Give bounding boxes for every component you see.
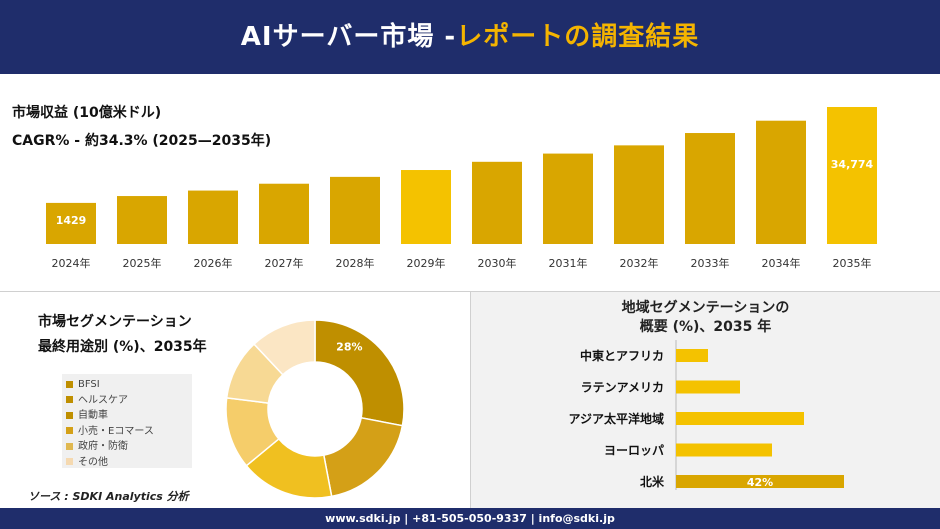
- donut-slice-label-0: 28%: [336, 340, 362, 353]
- legend-swatch: [66, 380, 73, 388]
- cagr-label: CAGR% - 約34.3% (2025—2035年): [12, 133, 272, 149]
- segmentation-subtitle: 最終用途別 (%)、2035年: [38, 339, 207, 355]
- region-tick-label-3: ヨーロッパ: [604, 444, 664, 458]
- donut-legend: BFSI ヘルスケア自動車小売・Eコマース 政府・防衛その他: [62, 374, 192, 468]
- legend-label: BFSI: [78, 379, 100, 390]
- region-subtitle: 概要 (%)、2035 年: [639, 319, 772, 335]
- legend-label: ヘルスケア: [78, 394, 128, 406]
- revenue-bar-1: [117, 196, 167, 244]
- donut-slice-1: [322, 416, 404, 498]
- revenue-tick-label-8: 2032年: [620, 256, 659, 270]
- footer-bar: www.sdki.jp | +81-505-050-9337 | info@sd…: [0, 508, 940, 529]
- legend-item-5: その他: [66, 456, 108, 470]
- region-tick-label-4: 北米: [640, 474, 665, 489]
- legend-label: 政府・防衛: [78, 441, 128, 452]
- legend-swatch: [66, 396, 73, 403]
- revenue-tick-label-6: 2030年: [478, 256, 517, 270]
- revenue-bar-0: [46, 202, 96, 244]
- footer-contact: www.sdki.jp | +81-505-050-9337 | info@sd…: [325, 512, 615, 525]
- panel-divider: [470, 292, 471, 508]
- revenue-bar-6: [472, 161, 522, 244]
- region-tick-label-2: アジア太平洋地域: [568, 411, 664, 426]
- legend-item-3: 小売・Eコマース: [66, 425, 154, 439]
- section-divider: [0, 291, 940, 292]
- market-revenue-label: 市場収益 (10億米ドル): [12, 105, 162, 121]
- revenue-tick-label-9: 2033年: [691, 256, 730, 270]
- revenue-tick-label-11: 2035年: [833, 256, 872, 270]
- revenue-tick-label-5: 2029年: [407, 256, 446, 270]
- region-value-label-4: 42%: [747, 476, 773, 489]
- region-bar-1: [676, 380, 740, 394]
- header-banner: AIサーバー市場 -レポートの調査結果: [0, 0, 940, 74]
- legend-swatch: [66, 427, 73, 434]
- revenue-tick-label-4: 2028年: [336, 256, 375, 270]
- region-bar-4: [676, 475, 844, 488]
- legend-label: 小売・Eコマース: [78, 425, 154, 437]
- revenue-value-label-0: 1429: [56, 214, 87, 227]
- revenue-bar-10: [756, 120, 806, 244]
- region-bar-0: [676, 349, 708, 362]
- region-bar-2: [676, 412, 804, 425]
- donut-slice-0: [314, 319, 405, 427]
- legend-swatch: [66, 411, 73, 419]
- revenue-tick-label-1: 2025年: [123, 256, 162, 270]
- revenue-bar-11: [827, 107, 877, 244]
- revenue-tick-label-7: 2031年: [549, 256, 588, 270]
- revenue-bar-2: [188, 190, 238, 244]
- region-tick-label-0: 中東とアフリカ: [580, 348, 664, 363]
- legend-label: 自動車: [78, 410, 108, 421]
- legend-item-1: ヘルスケア: [66, 394, 128, 408]
- region-panel: [471, 292, 940, 508]
- revenue-bar-8: [614, 145, 664, 244]
- revenue-bar-4: [330, 176, 380, 244]
- legend-item-4: 政府・防衛: [66, 440, 128, 454]
- revenue-bar-7: [543, 153, 593, 244]
- revenue-value-label-11: 34,774: [831, 158, 874, 171]
- title-accent: レポートの調査結果: [456, 22, 700, 52]
- revenue-tick-label-0: 2024年: [52, 256, 91, 270]
- donut-slice-5: [253, 319, 316, 376]
- end-use-donut-chart: 28%: [225, 319, 405, 499]
- region-bar-3: [676, 443, 772, 457]
- revenue-tick-label-10: 2034年: [762, 256, 801, 270]
- source-note: ソース : SDKI Analytics 分析: [28, 490, 189, 503]
- segmentation-title: 市場セグメンテーション: [38, 314, 192, 330]
- revenue-bar-3: [259, 183, 309, 244]
- legend-swatch: [66, 458, 73, 465]
- region-tick-label-1: ラテンアメリカ: [581, 381, 664, 395]
- revenue-tick-label-3: 2027年: [265, 256, 304, 270]
- legend-item-2: 自動車: [66, 409, 108, 423]
- revenue-bar-9: [685, 133, 735, 244]
- legend-swatch: [66, 442, 73, 450]
- legend-item-0: BFSI: [66, 378, 100, 392]
- legend-label: その他: [78, 456, 108, 468]
- revenue-bar-5: [401, 170, 451, 244]
- title-main: AIサーバー市場 -: [240, 22, 457, 52]
- revenue-tick-label-2: 2026年: [194, 256, 233, 270]
- revenue-bar-chart: 2024年 1429 2025年 2026年 2027年 2028年 2029年 2030年 2…: [46, 107, 877, 270]
- page-title: AIサーバー市場 -レポートの調査結果: [0, 0, 940, 74]
- region-title: 地域セグメンテーションの: [621, 300, 790, 316]
